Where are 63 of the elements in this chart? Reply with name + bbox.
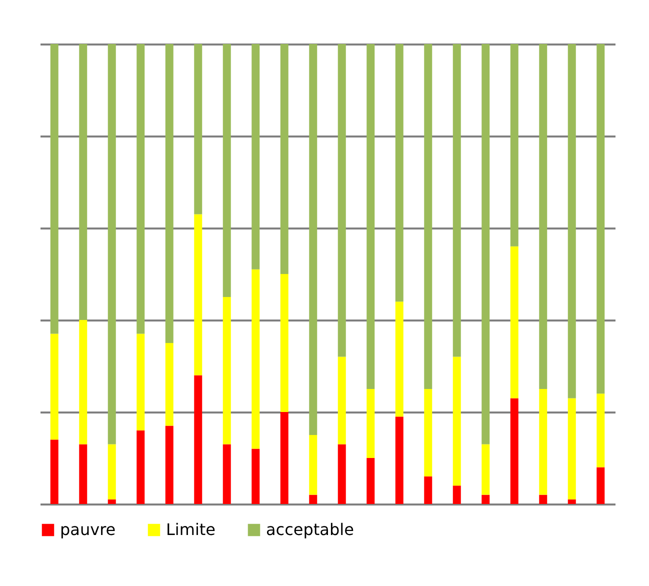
bar: [252, 44, 260, 270]
bar: [482, 44, 490, 444]
bar: [50, 440, 58, 504]
bar: [165, 343, 174, 426]
bar: [280, 412, 288, 504]
bar: [194, 375, 202, 504]
bar: [568, 398, 576, 500]
bar: [50, 334, 58, 440]
bar: [482, 494, 490, 504]
bar: [79, 44, 88, 320]
bar: [108, 444, 116, 500]
bar: [510, 44, 518, 246]
bar: [395, 302, 404, 417]
bar: [338, 44, 346, 357]
legend-label: pauvre: [60, 520, 116, 539]
bar: [252, 448, 260, 504]
bar: [280, 274, 288, 412]
bar: [424, 389, 432, 476]
bar: [366, 389, 375, 458]
bar: [539, 494, 548, 504]
bar: [596, 467, 605, 504]
bar: [539, 44, 548, 389]
bar: [596, 394, 605, 468]
bar: [482, 444, 490, 495]
bar: [252, 269, 260, 449]
bar: [108, 44, 116, 444]
bar: [79, 444, 88, 504]
bar: [309, 494, 318, 504]
bar: [79, 320, 88, 444]
bar: [50, 44, 58, 334]
bar: [194, 44, 202, 214]
bar: [510, 398, 518, 504]
bar: [165, 426, 174, 504]
bar: [539, 389, 548, 495]
bar: [309, 435, 318, 495]
legend-label: Limite: [166, 520, 216, 539]
bar: [596, 44, 605, 394]
bar: [568, 499, 576, 504]
bar: [338, 356, 346, 444]
bar: [338, 444, 346, 504]
bar: [136, 430, 145, 504]
bar: [222, 44, 231, 297]
bar: [366, 44, 375, 389]
bar: [108, 499, 116, 504]
bar: [395, 416, 404, 504]
bar: [309, 44, 318, 435]
bar: [452, 44, 461, 357]
bar: [136, 44, 145, 334]
bar: [452, 356, 461, 486]
bar: [424, 44, 432, 389]
bar: [395, 44, 404, 302]
bar: [222, 297, 231, 444]
bar: [424, 476, 432, 504]
bar: [366, 458, 375, 504]
bar: [452, 486, 461, 504]
bar: [510, 246, 518, 398]
bar: [165, 44, 174, 343]
bar: [280, 44, 288, 274]
bar: [194, 214, 202, 376]
bar: [222, 444, 231, 504]
legend-label: acceptable: [266, 520, 354, 539]
bar: [568, 44, 576, 398]
bar: [136, 334, 145, 430]
